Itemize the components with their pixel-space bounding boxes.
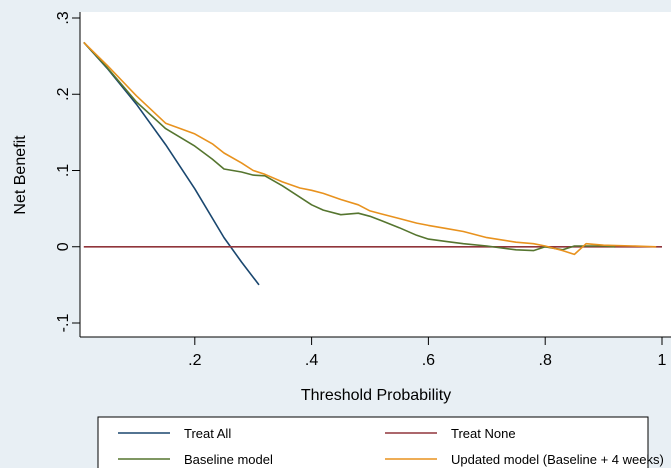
legend-label-1: Treat None	[451, 426, 516, 441]
x-tick-label: .4	[305, 352, 318, 369]
x-tick-label: 1	[658, 352, 667, 369]
y-tick-label: 0	[55, 242, 72, 251]
x-tick-label: .2	[188, 352, 201, 369]
y-ticks: -.1 0 .1 .2 .3	[55, 11, 80, 332]
legend-box	[97, 416, 649, 468]
y-axis-title: Net Benefit	[12, 135, 29, 215]
x-ticks: .2 .4 .6 .8 1	[188, 337, 667, 369]
y-tick-label: .1	[55, 164, 72, 177]
legend-label-2: Baseline model	[184, 452, 273, 467]
y-tick-label: .2	[55, 87, 72, 100]
y-tick-label: -.1	[55, 314, 72, 333]
series-line-3	[83, 41, 657, 256]
x-axis-title: Threshold Probability	[301, 387, 451, 404]
legend: Treat All Treat None Baseline model Updated…	[97, 416, 664, 468]
y-tick-label: .3	[55, 11, 72, 24]
series-line-2	[83, 41, 616, 252]
legend-items: Treat All Treat None Baseline model Updated…	[118, 426, 664, 467]
legend-label-3: Updated model (Baseline + 4 weeks)	[451, 452, 664, 467]
x-tick-label: .6	[422, 352, 435, 369]
series-layer	[83, 41, 662, 286]
legend-label-0: Treat All	[184, 426, 231, 441]
x-tick-label: .8	[539, 352, 552, 369]
plot-area	[80, 12, 671, 337]
